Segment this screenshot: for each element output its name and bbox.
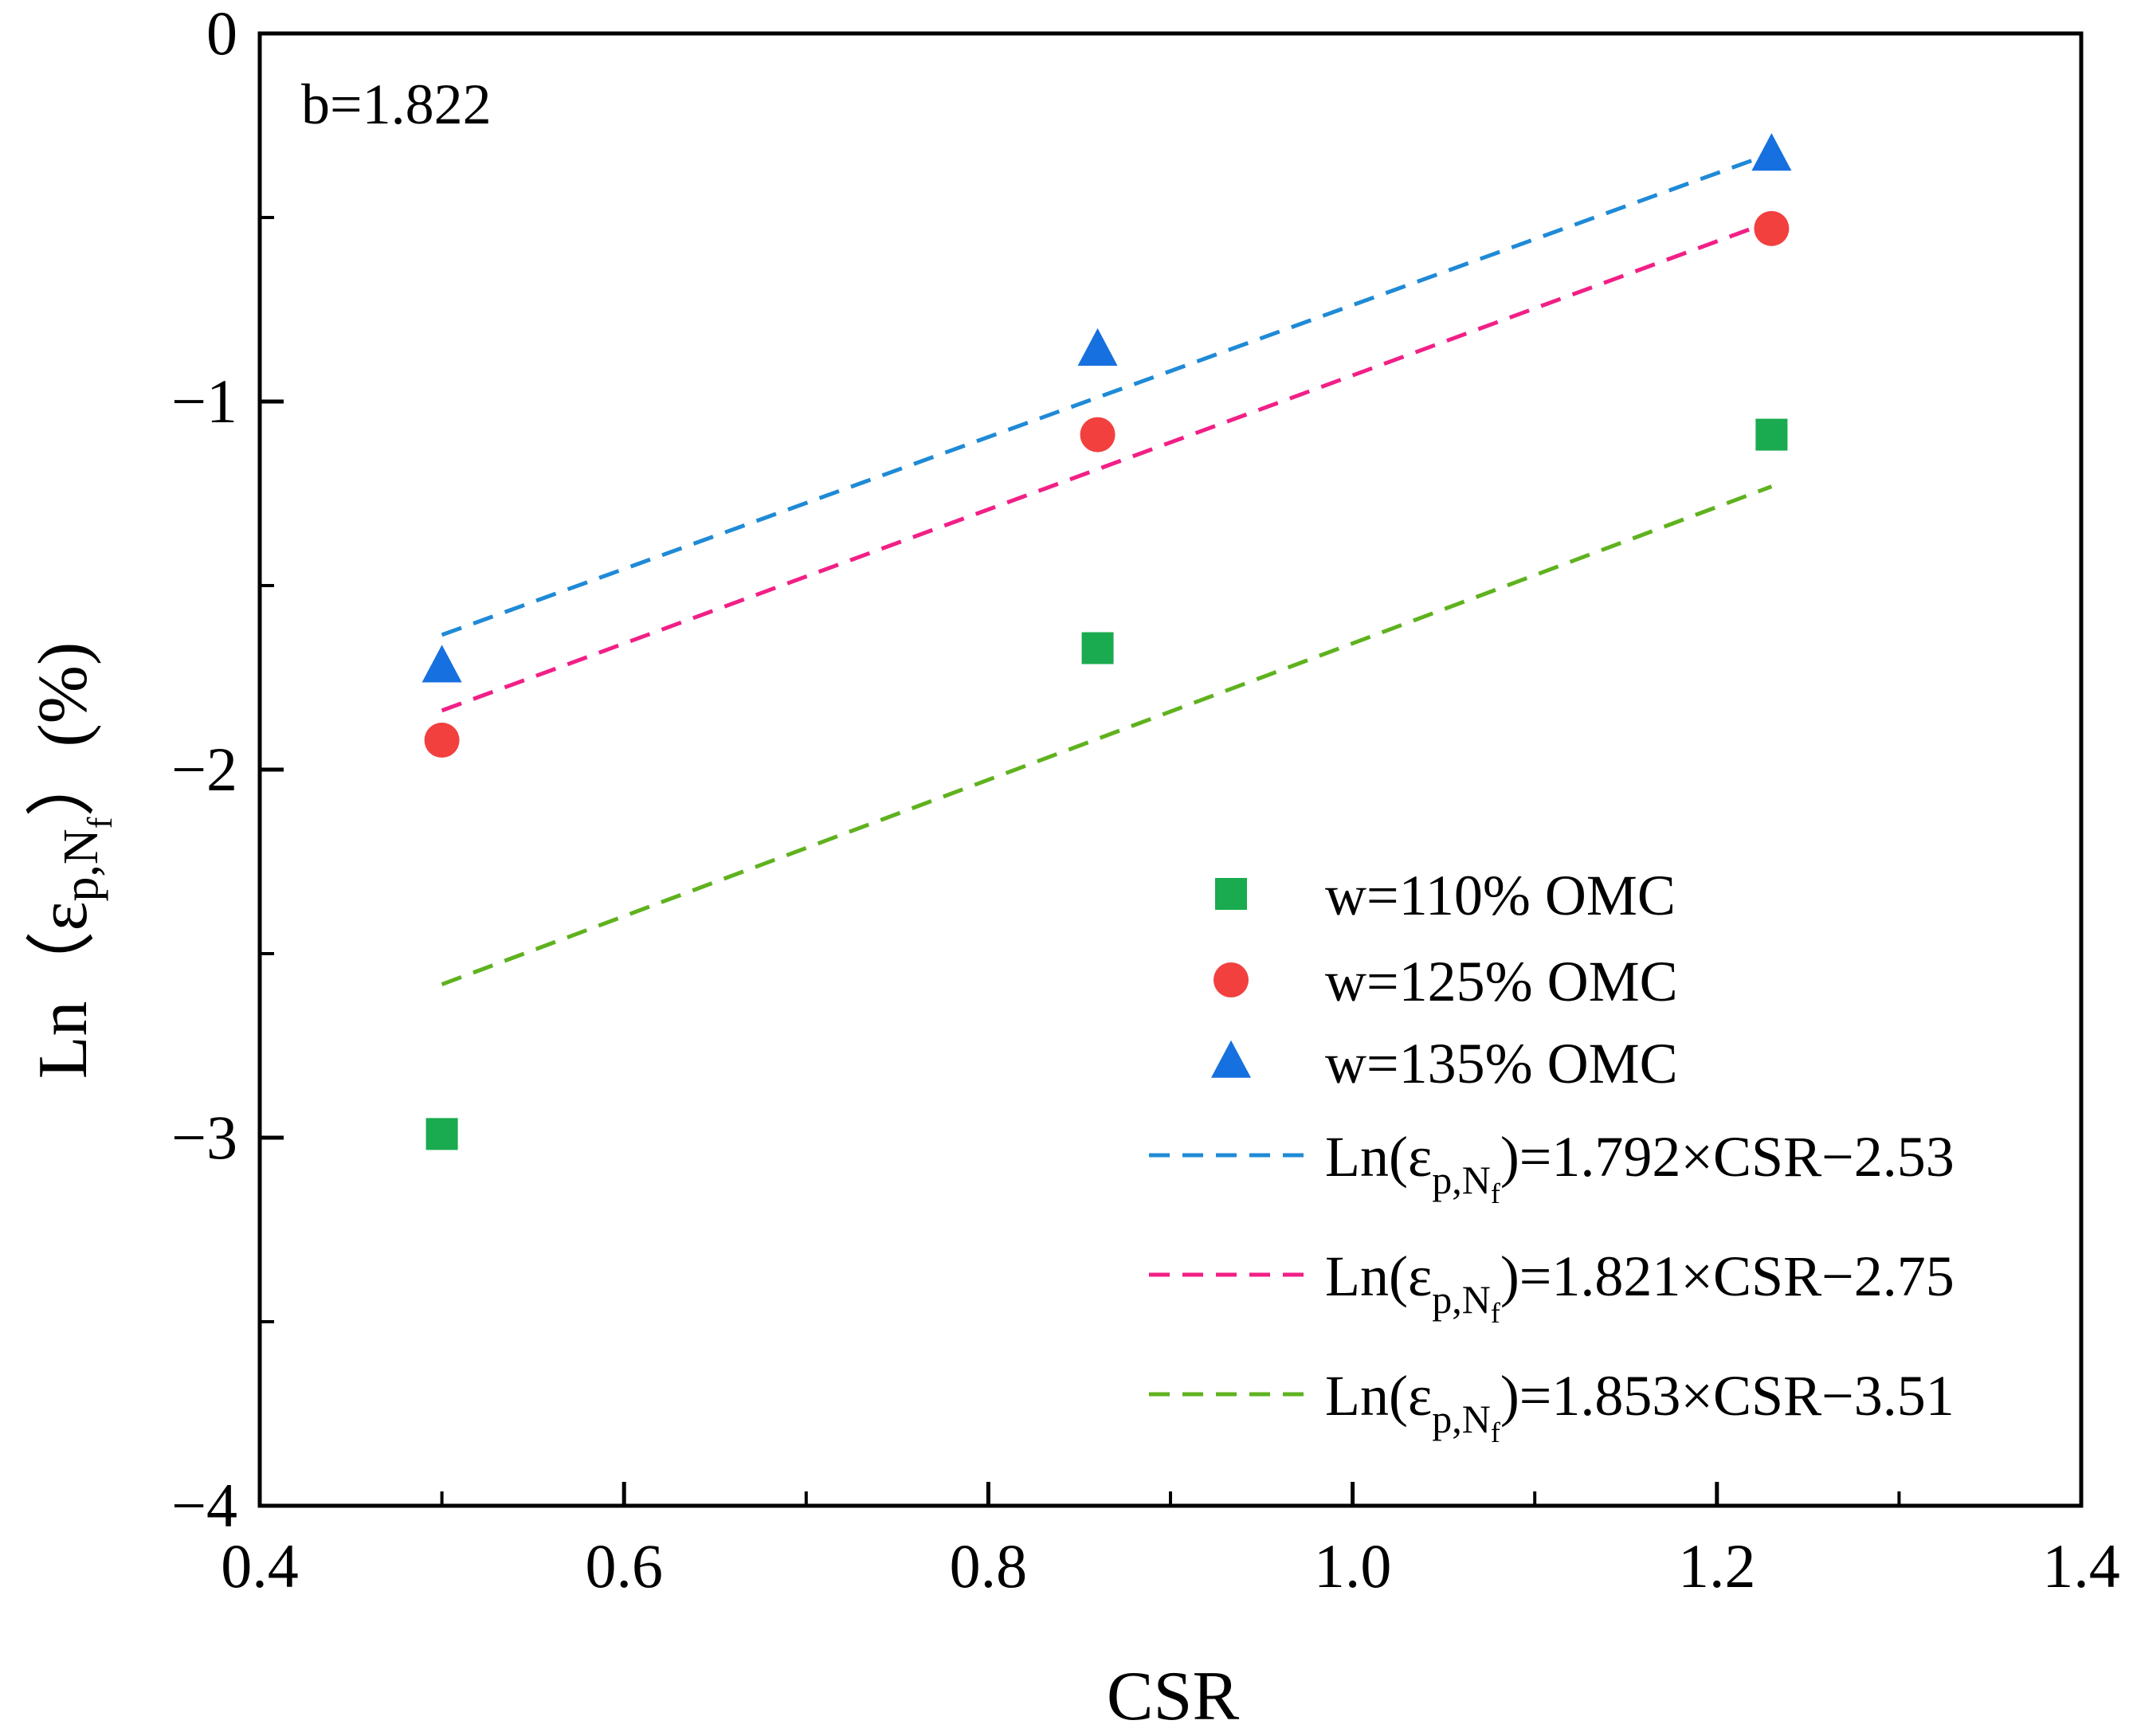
data-point-series3-3: [1751, 133, 1792, 171]
legend-label-3: w=135% OMC: [1325, 1032, 1678, 1095]
fit-line-3: [441, 484, 1773, 986]
data-point-series3-1: [422, 645, 462, 683]
y-axis-label-sub: p,N: [54, 829, 108, 901]
data-markers: [422, 133, 1792, 1150]
fit-line-1: [441, 151, 1773, 637]
x-tick-label: 0.4: [221, 1531, 299, 1601]
x-tick-label: 0.8: [950, 1531, 1028, 1601]
legend-label-1: w=110% OMC: [1325, 864, 1676, 927]
data-point-series1-2: [1081, 632, 1114, 664]
y-tick-label: 0: [206, 0, 237, 68]
x-tick-label: 1.4: [2042, 1531, 2120, 1601]
data-point-series2-3: [1754, 210, 1790, 246]
legend-fit-label-3: Ln(εp,Nf)=1.853×CSR−3.51: [1325, 1364, 1955, 1448]
tick-labels: 0.4 0.6 0.8 1.0 1.2 1.4 −4 −3 −2 −1 0: [171, 0, 2120, 1601]
y-tick-label: −4: [171, 1471, 237, 1540]
y-axis-label-suffix: ）(%): [25, 642, 102, 817]
data-point-series2-1: [424, 723, 460, 758]
x-axis-label: CSR: [1107, 1658, 1240, 1735]
y-tick-label: −3: [171, 1103, 237, 1172]
data-point-series3-2: [1077, 328, 1118, 366]
x-tick-label: 1.2: [1678, 1531, 1756, 1601]
legend-fit-label-2: Ln(εp,Nf)=1.821×CSR−2.75: [1325, 1244, 1955, 1329]
legend-symbol-3: [1211, 1040, 1251, 1078]
fit-line-2: [441, 219, 1773, 713]
plot-frame: [257, 31, 2084, 1508]
legend-symbol-2: [1214, 962, 1249, 997]
x-tick-label: 1.0: [1314, 1531, 1392, 1601]
y-tick-label: −2: [171, 735, 237, 804]
data-point-series2-2: [1080, 417, 1116, 453]
legend-label-2: w=125% OMC: [1325, 950, 1678, 1013]
y-axis-label-subsub: f: [80, 817, 120, 829]
legend-fit-label-1: Ln(εp,Nf)=1.792×CSR−2.53: [1325, 1125, 1955, 1209]
legend: w=110% OMC w=125% OMC w=135% OMC Ln(εp,Nf)=…: [1149, 864, 1955, 1448]
b-value-annotation: b=1.822: [301, 72, 492, 136]
x-tick-label: 0.6: [585, 1531, 663, 1601]
y-tick-label: −1: [171, 366, 237, 436]
data-point-series1-3: [1755, 418, 1788, 451]
data-point-series1-1: [425, 1118, 458, 1150]
y-axis-label-prefix: Ln（ε: [25, 902, 102, 1080]
y-axis-label: Ln（εp,Nf）(%): [25, 642, 120, 1080]
fit-lines: [441, 151, 1773, 986]
legend-symbol-1: [1215, 878, 1247, 910]
